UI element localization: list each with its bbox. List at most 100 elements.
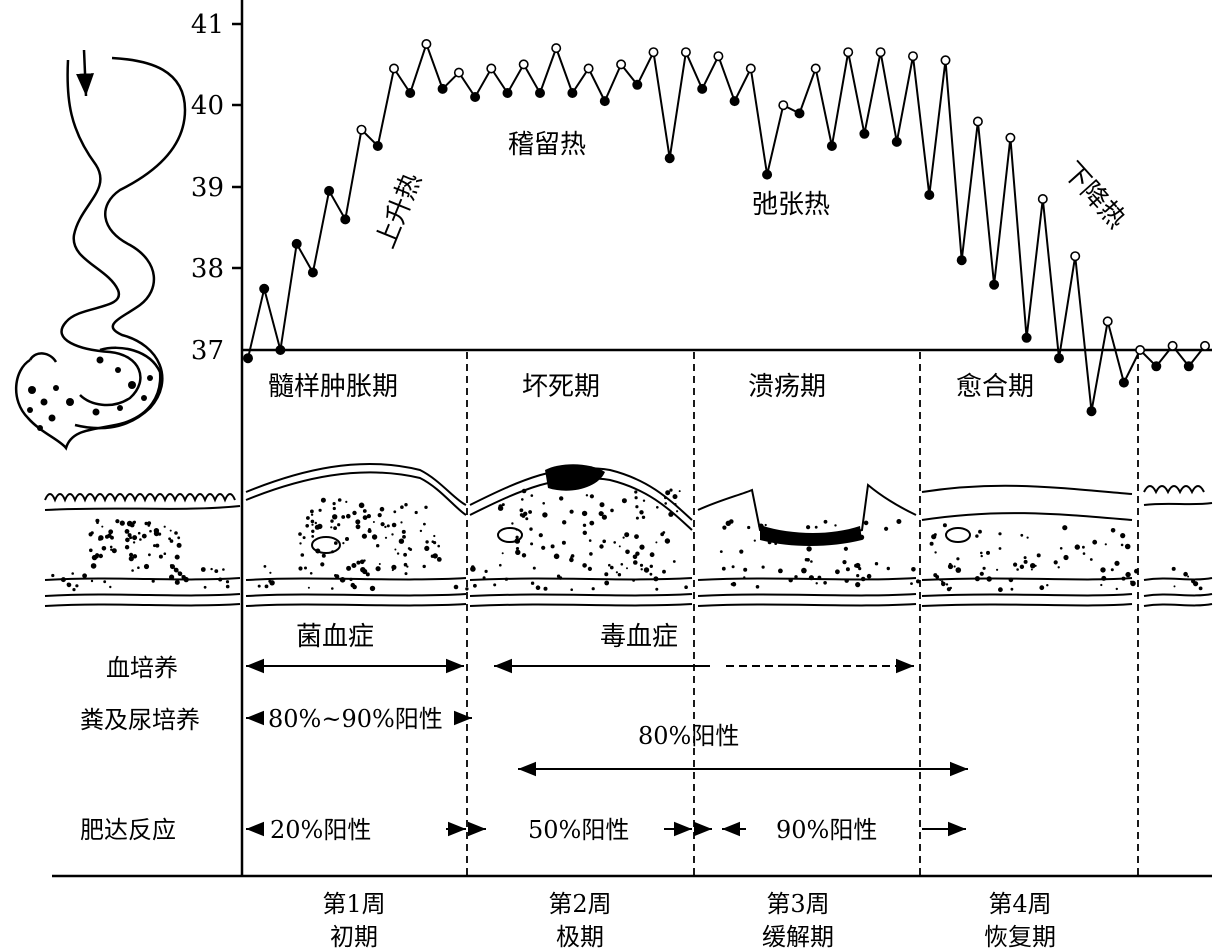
histology-cell xyxy=(147,524,151,527)
histology-cell xyxy=(311,523,314,526)
y-tick-labels: 41 40 39 38 37 xyxy=(191,10,224,366)
histology-cell xyxy=(1173,585,1176,588)
histology-cell xyxy=(131,569,134,572)
histology-cell xyxy=(1183,571,1188,577)
histology-cell xyxy=(1020,533,1024,537)
histology-cell xyxy=(743,567,748,572)
histology-cell xyxy=(649,564,653,568)
histology-cell xyxy=(132,554,138,559)
histology-cell xyxy=(610,508,614,513)
histology-cell xyxy=(635,505,639,509)
histology-cell xyxy=(755,585,760,589)
histology-cell xyxy=(929,541,934,546)
histology-cell xyxy=(622,536,625,539)
histology-cell xyxy=(174,579,180,585)
intestine-lesions xyxy=(27,356,153,431)
histology-cell xyxy=(632,554,638,560)
histology-cell xyxy=(362,568,368,575)
histology-cell xyxy=(257,584,261,588)
histology-cell xyxy=(315,548,321,554)
y-tick-39: 39 xyxy=(191,173,224,203)
histology-cell xyxy=(423,522,426,526)
histology-cell xyxy=(425,540,429,544)
histology-cell xyxy=(298,566,303,571)
histology-cell xyxy=(1063,554,1069,561)
histology-cell xyxy=(664,496,667,500)
temperature-point xyxy=(778,100,789,111)
histology-cell xyxy=(384,525,387,529)
histology-cell xyxy=(515,549,521,555)
temperature-point xyxy=(356,124,367,135)
y-tick-40: 40 xyxy=(191,91,224,121)
histology-cell xyxy=(210,567,213,571)
y-tick-41: 41 xyxy=(191,10,224,40)
histology-cell xyxy=(570,554,575,558)
histology-cell xyxy=(684,585,688,589)
histology-cell xyxy=(815,582,818,585)
histology-cell xyxy=(302,536,306,540)
histology-cell xyxy=(941,580,944,583)
histology-cell xyxy=(402,535,406,539)
histology-cell xyxy=(119,520,125,526)
histology-cell xyxy=(640,568,643,571)
histology-cell xyxy=(379,506,385,512)
histology-cell xyxy=(1082,545,1085,549)
histology-cell xyxy=(401,529,406,534)
histology-cell xyxy=(88,532,93,537)
histology-cell xyxy=(310,513,314,516)
histology-cell xyxy=(589,494,595,499)
histology-cell xyxy=(1053,560,1058,565)
week4-label: 第4周 xyxy=(988,890,1051,918)
histology-cell xyxy=(521,498,524,501)
histology-cell xyxy=(437,544,441,548)
histology-cell xyxy=(222,568,225,571)
temperature-point xyxy=(989,279,1000,290)
temperature-point xyxy=(940,55,951,66)
histology-cell xyxy=(147,521,152,525)
histology-cell xyxy=(866,573,872,579)
stool-week1-value: 80%~90%阳性 xyxy=(268,705,443,733)
histology-cell xyxy=(355,524,361,530)
histology-cell xyxy=(515,535,519,539)
histology-cell xyxy=(986,550,990,555)
toxemia-label: 毒血症 xyxy=(600,622,678,652)
histology-cell xyxy=(601,514,608,520)
histology-cell xyxy=(137,566,140,569)
histology-cell xyxy=(1089,558,1093,561)
histology-cell xyxy=(806,525,811,530)
histology-cell xyxy=(588,539,592,542)
histology-cell xyxy=(529,527,533,531)
temperature-point xyxy=(680,47,691,58)
histology-cell xyxy=(362,515,368,520)
histology-cell xyxy=(521,553,527,558)
histology-cell xyxy=(393,510,397,514)
chart-axes xyxy=(52,0,1212,878)
histology-cell xyxy=(569,509,574,514)
histology-cell xyxy=(391,564,397,570)
histology-cell xyxy=(823,581,827,585)
histology-cell xyxy=(642,499,646,502)
week2-label: 第2周 xyxy=(548,890,611,918)
temperature-point xyxy=(745,63,756,74)
histology-cell xyxy=(431,540,435,543)
histology-cell xyxy=(808,575,815,581)
histology-cell xyxy=(484,569,488,574)
histology-cell xyxy=(115,519,120,524)
histology-cell xyxy=(911,567,916,572)
histology-cell xyxy=(635,516,639,520)
histology-cell xyxy=(310,519,315,524)
histology-cell xyxy=(155,543,160,548)
histology-cell xyxy=(635,551,640,556)
week1-phase: 初期 xyxy=(330,923,378,951)
histology-cell xyxy=(173,567,179,573)
histology-cell xyxy=(465,587,469,591)
histology-cell xyxy=(1198,586,1203,591)
histology-cell xyxy=(183,576,189,583)
temperature-point xyxy=(1086,406,1097,417)
histology-cell xyxy=(320,497,326,503)
histology-cell xyxy=(311,535,315,538)
histology-cell xyxy=(542,512,548,518)
histology-cell xyxy=(362,509,367,513)
histology-cell xyxy=(352,584,357,590)
histology-cell xyxy=(225,584,230,589)
